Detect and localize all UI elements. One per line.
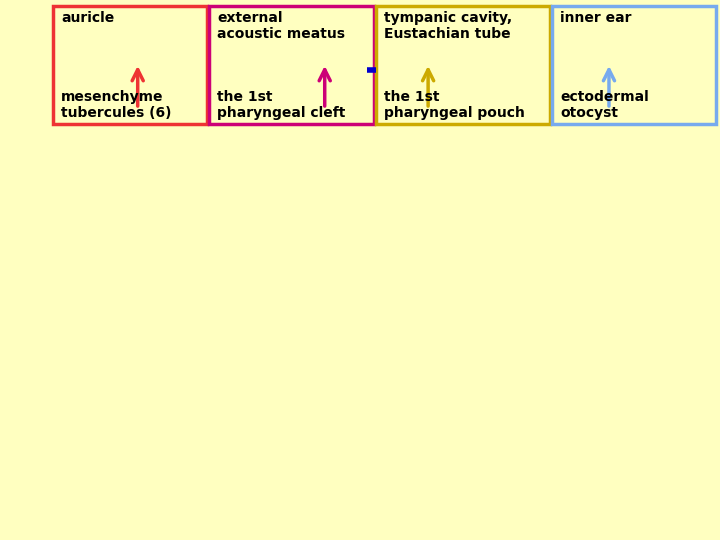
Text: tympanic cavity,
Eustachian tube: tympanic cavity, Eustachian tube (384, 11, 513, 41)
Text: external
acoustic meatus: external acoustic meatus (217, 11, 346, 41)
Text: auricle: auricle (61, 11, 114, 25)
Text: inner ear: inner ear (560, 11, 631, 25)
Bar (376, 6, 550, 124)
Bar (209, 6, 374, 124)
Bar (552, 6, 716, 124)
Bar (53, 6, 207, 124)
Text: ectodermal
otocyst: ectodermal otocyst (560, 90, 649, 120)
Text: the 1st
pharyngeal pouch: the 1st pharyngeal pouch (384, 90, 526, 120)
Text: mesenchyme
tubercules (6): mesenchyme tubercules (6) (61, 90, 171, 120)
Text: the 1st
pharyngeal cleft: the 1st pharyngeal cleft (217, 90, 346, 120)
